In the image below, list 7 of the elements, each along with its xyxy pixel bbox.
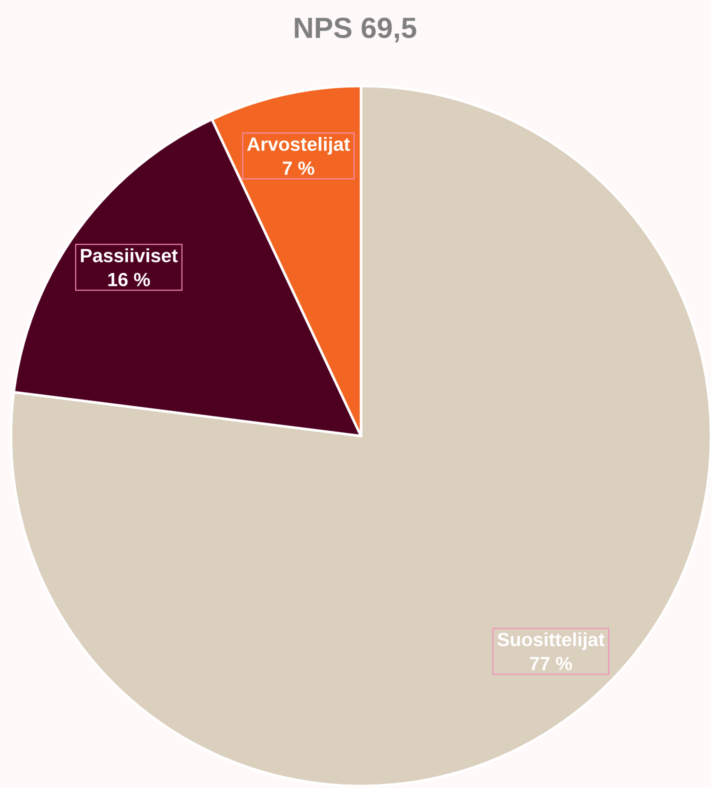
slice-label: Arvostelijat <box>247 136 350 155</box>
data-label: 7 % <box>282 161 314 175</box>
data-label: 77 % <box>530 656 572 670</box>
chart-title: NPS 69,5 <box>294 18 416 42</box>
slice-label: Passiiviset <box>80 248 178 262</box>
data-label: 16 % <box>108 272 150 286</box>
slice-label: Suosittelijat <box>497 632 604 650</box>
